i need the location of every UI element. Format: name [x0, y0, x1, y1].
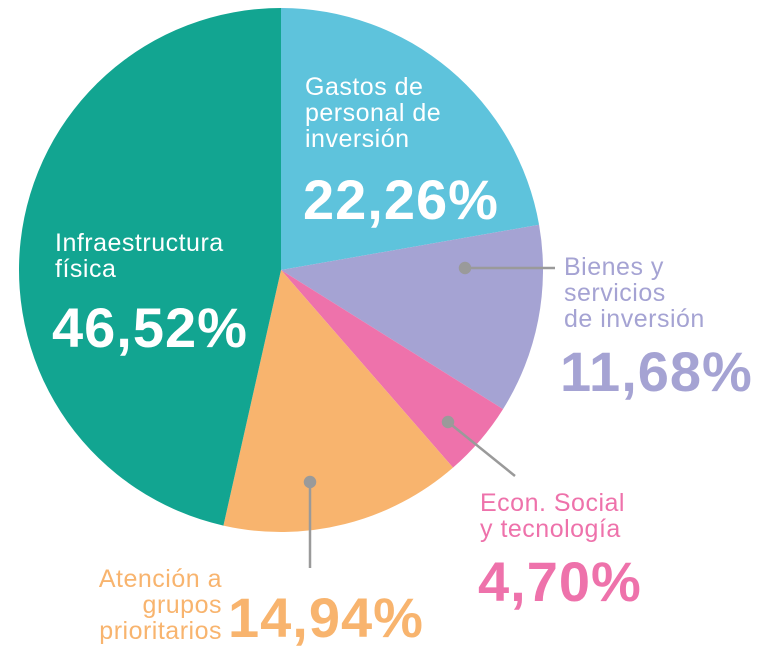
pie-slice	[281, 8, 540, 270]
value-label: 22,26%	[303, 168, 499, 231]
pie-slice	[281, 224, 543, 410]
leader-dot	[303, 475, 317, 489]
leader-line	[447, 421, 516, 477]
pie-slice	[18, 8, 281, 526]
slice-label: Infraestructura física	[55, 229, 224, 283]
slice-label: Atención a grupos prioritarios	[98, 565, 222, 645]
slice-label: Econ. Social y tecnología	[480, 489, 625, 543]
value-label: 14,94%	[228, 586, 424, 649]
pie-slice	[223, 270, 454, 532]
value-label: 11,68%	[560, 340, 753, 403]
value-label: 4,70%	[478, 550, 642, 613]
leader-dot	[441, 415, 455, 429]
slice-label: Bienes y servicios de inversión	[564, 253, 705, 333]
leader-dot	[458, 261, 472, 275]
value-label: 46,52%	[52, 296, 248, 359]
slice-label: Gastos de personal de inversión	[305, 73, 442, 153]
